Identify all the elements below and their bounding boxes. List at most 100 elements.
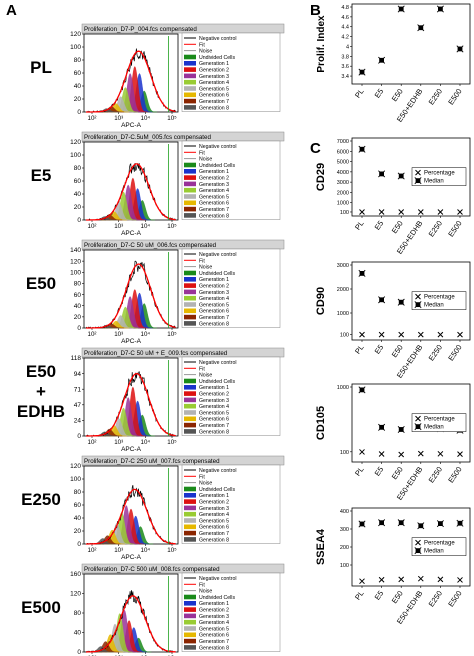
y-tick-label: 80 [74, 610, 82, 617]
y-tick-label: 47 [74, 402, 82, 409]
data-point-cross [378, 56, 386, 64]
legend-label-median: Median [424, 303, 444, 309]
legend-box [411, 413, 467, 432]
file-title: Proliferation_D7-P_004.fcs compensated [84, 26, 197, 33]
y-tick-label: 80 [74, 489, 82, 496]
fit-curve [86, 372, 176, 437]
legend-swatch-8 [184, 302, 196, 307]
legend-swatch-5 [184, 391, 196, 396]
y-tick-label: 4.8 [341, 5, 349, 11]
fit-curve [86, 595, 176, 653]
data-point-percentage [457, 451, 463, 457]
y-tick-label: 0 [77, 541, 81, 548]
legend-label-0: Negative control [199, 468, 237, 474]
y-tick-label: 20 [74, 528, 82, 535]
x-tick-label: 10⁵ [167, 331, 177, 338]
x-tick-label: 10⁵ [167, 547, 177, 554]
flow-panel-3: Proliferation_D7-C 50 uM + E_009.fcs com… [71, 347, 285, 453]
category-label: E500 [446, 87, 463, 107]
x-tick-label: 10³ [114, 115, 123, 122]
legend-label-10: Generation 7 [199, 423, 229, 429]
legend-label-8: Generation 5 [199, 518, 229, 524]
legend-label-percentage: Percentage [424, 417, 455, 423]
data-point-percentage [437, 209, 444, 215]
category-label: E50 [390, 465, 405, 481]
y-tick-label: 20 [74, 314, 82, 321]
chart-frame [351, 261, 471, 341]
y-tick-label: 120 [70, 139, 81, 146]
x-tick-label: 10⁵ [167, 115, 177, 122]
legend-label-5: Generation 2 [199, 608, 229, 614]
legend-swatch-10 [184, 530, 196, 536]
y-tick-label: 80 [74, 281, 82, 288]
legend-swatch-3 [184, 594, 196, 600]
data-point-percentage [457, 331, 463, 338]
y-tick-label: 118 [71, 355, 82, 362]
category-label: E500 [446, 589, 463, 609]
y-tick-label: 100 [70, 152, 81, 159]
legend-swatch-6 [184, 613, 196, 619]
chart-frame [351, 3, 471, 85]
legend-swatch-7 [184, 79, 196, 85]
y-tick-label: 300 [340, 527, 349, 533]
category-label: PL [353, 219, 366, 232]
condition-label-3: E50 + EDHB [6, 362, 76, 422]
legend-swatch-6 [184, 505, 196, 511]
legend-label-4: Generation 1 [199, 601, 229, 607]
data-point-median-cross [378, 519, 386, 527]
data-point-percentage [457, 577, 463, 583]
legend-swatch-11 [184, 645, 196, 650]
legend-swatch-11 [184, 105, 196, 110]
legend-label-10: Generation 7 [199, 315, 229, 321]
y-tick-label: 40 [74, 83, 82, 90]
legend-swatch-4 [184, 169, 196, 174]
y-axis-label: CD105 [315, 406, 327, 440]
y-axis-label: Prolif. Index [316, 15, 327, 73]
legend-label-2: Noise [199, 589, 212, 595]
file-title: Proliferation_D7-C 50 uM + E_009.fcs com… [84, 350, 228, 357]
y-tick-label: 0 [77, 217, 81, 224]
x-tick-label: 10² [88, 547, 97, 554]
y-tick-label: 4 [346, 44, 349, 50]
category-label: E50 [390, 589, 405, 605]
legend-label-4: Generation 1 [199, 385, 229, 391]
category-label: E50 [390, 343, 405, 359]
legend-label-6: Generation 3 [199, 398, 229, 404]
legend-swatch-5 [184, 283, 196, 288]
legend-label-1: Fit [199, 366, 205, 372]
condition-label-5: E500 [6, 598, 76, 618]
fit-curve [86, 50, 176, 113]
data-point-percentage [398, 451, 405, 458]
legend-label-7: Generation 4 [199, 512, 229, 518]
y-tick-label: 160 [70, 571, 81, 578]
legend-label-4: Generation 1 [199, 169, 229, 175]
legend-swatch-3 [184, 486, 196, 492]
x-tick-label: 10⁵ [167, 223, 177, 230]
legend-label-2: Noise [199, 373, 212, 379]
legend-label-1: Fit [199, 582, 205, 588]
condition-label-line: E500 [21, 598, 61, 617]
legend-label-5: Generation 2 [199, 500, 229, 506]
legend-label-2: Noise [199, 265, 212, 271]
legend-marker-percentage [415, 293, 421, 300]
category-label: PL [353, 589, 366, 602]
category-label: E5 [373, 87, 386, 100]
y-tick-label: 3.6 [341, 64, 349, 70]
legend-label-2: Noise [199, 157, 212, 163]
data-point-median-cross [397, 425, 405, 433]
flow-cytometry-panels: Proliferation_D7-P_004.fcs compensated 12… [70, 23, 285, 656]
y-tick-label: 60 [74, 178, 82, 185]
data-point-percentage [437, 331, 444, 338]
legend-label-3: Undivided Cells [199, 487, 235, 493]
x-tick-label: 10² [88, 439, 97, 446]
legend-box [411, 291, 467, 310]
legend-label-1: Fit [199, 258, 205, 264]
legend-label-8: Generation 5 [199, 86, 229, 92]
data-point-cross [358, 68, 366, 76]
data-point-cross [417, 24, 425, 32]
flow-panel-0: Proliferation_D7-P_004.fcs compensated12… [70, 23, 285, 129]
data-point-percentage [378, 209, 385, 215]
y-tick-label: 1000 [337, 201, 349, 207]
y-tick-label: 20 [74, 204, 82, 211]
